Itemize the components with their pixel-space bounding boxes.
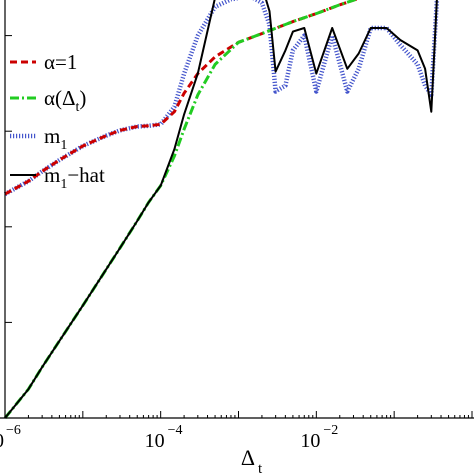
x-axis-label: Δ — [241, 445, 255, 470]
series-line-m1-hat — [4, 0, 438, 419]
legend-label-m1: m1 — [44, 124, 67, 153]
x-tick-exponent: −4 — [168, 423, 183, 438]
legend-label-α=1: α=1 — [44, 50, 77, 74]
legend-label-m1-hat: m1−hat — [44, 163, 105, 192]
series-line-α=1 — [4, 0, 359, 196]
x-tick-exponent: −2 — [323, 423, 338, 438]
series-line-α(Δt) — [3, 0, 359, 419]
legend-label-α(Δt): α(Δt) — [44, 86, 86, 115]
legend: α=1 α(Δt) m1 m1−hat — [10, 50, 105, 192]
x-axis-label-subscript: t — [258, 461, 263, 474]
x-tick-label: 0 — [0, 430, 4, 452]
x-tick-label: 10 — [300, 430, 320, 452]
series-layer — [3, 0, 440, 419]
x-tick-exponent: −6 — [6, 423, 21, 438]
x-tick-label: 10 — [145, 430, 165, 452]
